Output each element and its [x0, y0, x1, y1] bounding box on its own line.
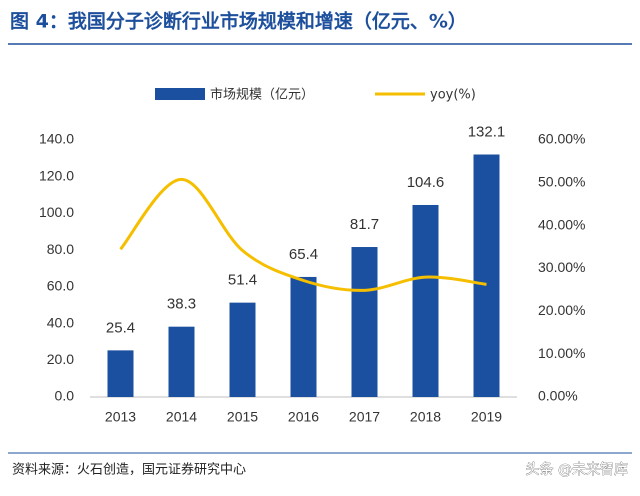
value-label: 25.4: [106, 319, 135, 336]
y-tick-label: 20.0: [47, 351, 74, 367]
x-tick-label: 2016: [288, 409, 319, 425]
chart-title: 图 4：我国分子诊断行业市场规模和增速（亿元、%）: [10, 10, 467, 33]
bar: [229, 302, 256, 397]
y-tick-label: 0.0: [55, 388, 75, 404]
legend-label: 市场规模（亿元）: [210, 87, 314, 103]
source: 资料来源：火石创造，国元证券研究中心: [12, 462, 246, 478]
y-tick-label: 40.0: [47, 314, 74, 330]
bar: [290, 276, 317, 397]
bar: [168, 326, 195, 397]
x-tick-label: 2018: [410, 409, 441, 425]
bar: [473, 154, 500, 397]
y2-tick-label: 40.00%: [538, 216, 585, 232]
bar: [107, 350, 134, 397]
y2-tick-label: 20.00%: [538, 302, 585, 318]
value-label: 38.3: [167, 296, 196, 313]
x-tick-label: 2019: [471, 409, 502, 425]
y2-tick-label: 10.00%: [538, 345, 585, 361]
value-label: 132.1: [468, 123, 506, 140]
y-tick-label: 80.0: [47, 241, 74, 257]
x-tick-label: 2014: [166, 409, 197, 425]
watermark: 头条 @未来智库: [526, 461, 628, 478]
value-label: 104.6: [407, 174, 445, 191]
x-tick-label: 2013: [105, 409, 136, 425]
y2-tick-label: 50.00%: [538, 174, 585, 190]
y2-tick-label: 60.00%: [538, 131, 585, 147]
legend-label: yoy(%): [430, 88, 476, 103]
value-label: 51.4: [228, 272, 257, 289]
y-tick-label: 140.0: [39, 131, 74, 147]
value-label: 81.7: [350, 216, 379, 233]
x-tick-label: 2017: [349, 409, 380, 425]
x-tick-label: 2015: [227, 409, 258, 425]
y2-tick-label: 30.00%: [538, 259, 585, 275]
y-tick-label: 120.0: [39, 167, 74, 183]
line: [119, 177, 487, 292]
y2-tick-label: 0.00%: [538, 388, 578, 404]
legend-swatch: [155, 88, 205, 100]
bar: [412, 204, 439, 397]
value-label: 65.4: [289, 246, 318, 263]
y-tick-label: 60.0: [47, 278, 74, 294]
y-tick-label: 100.0: [39, 204, 74, 220]
bar: [351, 247, 378, 397]
